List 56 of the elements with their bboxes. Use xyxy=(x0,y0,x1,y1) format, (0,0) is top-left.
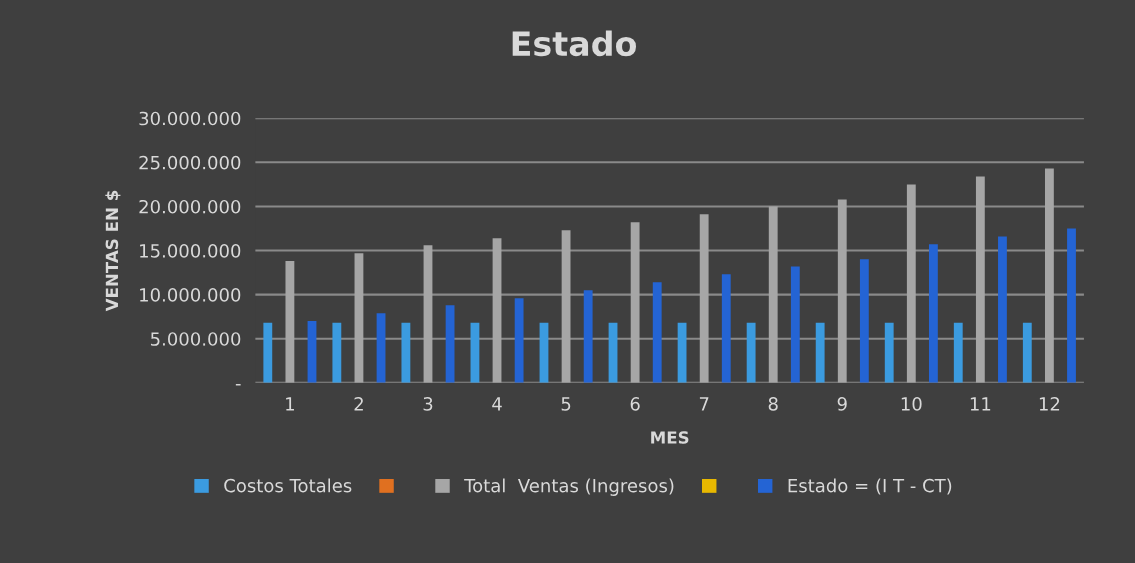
legend-label: Costos Totales xyxy=(224,478,352,493)
bar xyxy=(1044,168,1054,383)
bar xyxy=(1067,228,1076,383)
bar xyxy=(561,230,571,383)
bar xyxy=(790,266,800,383)
bar xyxy=(998,236,1007,383)
x-tick-label: 9 xyxy=(837,397,847,411)
bar xyxy=(630,222,640,383)
bar xyxy=(906,184,916,383)
bar xyxy=(1022,322,1032,383)
bar xyxy=(652,282,662,383)
legend-label: Total Ventas (Ingresos) xyxy=(464,478,674,496)
y-tick-label: 30.000.000 xyxy=(139,111,241,126)
y-axis-title: VENTAS EN $ xyxy=(105,190,121,312)
bar xyxy=(815,322,825,383)
y-tick-label: 25.000.000 xyxy=(139,155,241,170)
y-tick-label: - xyxy=(235,384,241,386)
bar xyxy=(953,322,963,383)
bar xyxy=(928,244,938,383)
bar xyxy=(975,176,985,383)
bar xyxy=(583,290,593,383)
bar xyxy=(354,253,364,383)
y-tick-label: 5.000.000 xyxy=(150,332,241,346)
x-tick-label: 1 xyxy=(286,397,294,411)
bar xyxy=(401,322,411,383)
x-tick-label: 8 xyxy=(768,397,778,411)
bar xyxy=(699,214,709,383)
bar xyxy=(445,305,455,383)
chart-title: Estado xyxy=(512,30,637,57)
x-tick-label: 11 xyxy=(970,397,991,411)
x-tick-label: 5 xyxy=(561,397,571,411)
x-tick-label: 2 xyxy=(354,397,363,411)
x-axis-title: MES xyxy=(651,431,689,444)
bar xyxy=(492,238,502,383)
bar xyxy=(332,322,342,383)
y-tick-label: 10.000.000 xyxy=(140,288,241,302)
bar xyxy=(423,245,433,383)
bar xyxy=(721,274,731,383)
x-tick-label: 4 xyxy=(492,397,502,411)
bar xyxy=(859,259,869,383)
bar xyxy=(514,298,524,383)
legend-label: Estado = (I T - CT) xyxy=(788,478,952,495)
bar xyxy=(285,261,295,383)
x-tick-label: 3 xyxy=(423,397,433,411)
bar xyxy=(837,199,847,383)
y-tick-label: 20.000.000 xyxy=(139,199,241,214)
bar xyxy=(884,322,894,383)
x-tick-label: 12 xyxy=(1039,397,1060,411)
bar xyxy=(768,206,778,383)
bar xyxy=(376,313,386,383)
y-tick-label: 15.000.000 xyxy=(140,243,241,258)
x-tick-label: 7 xyxy=(699,397,709,411)
bar xyxy=(746,322,756,383)
bar xyxy=(263,322,273,383)
x-tick-label: 10 xyxy=(901,397,922,411)
x-tick-label: 6 xyxy=(630,397,640,411)
